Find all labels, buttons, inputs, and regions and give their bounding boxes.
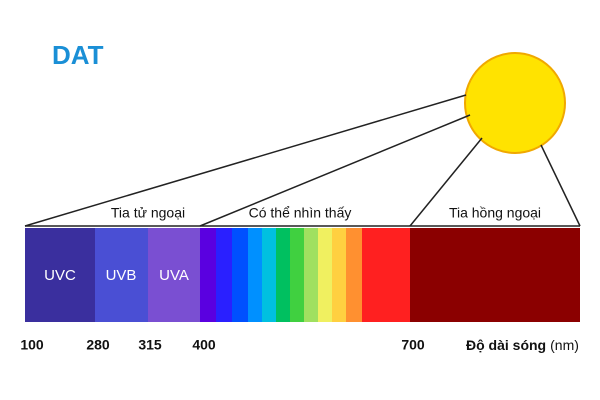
axis-label-unit: (nm): [550, 337, 579, 353]
region-label: Tia tử ngoại: [111, 205, 185, 221]
infrared-band: [410, 228, 580, 322]
uvc-band: [25, 228, 95, 322]
wavelength-label: 280: [86, 337, 110, 353]
axis-label-text: Độ dài sóng: [466, 337, 546, 353]
uvb-band: [95, 228, 148, 322]
wavelength-label: 400: [192, 337, 216, 353]
band-label: UVA: [159, 267, 189, 284]
region-label: Có thể nhìn thấy: [249, 205, 352, 221]
band-label: UVB: [106, 267, 137, 284]
axis-label: Độ dài sóng (nm): [466, 337, 579, 353]
sun: [464, 52, 566, 154]
visible-spectrum: [200, 228, 410, 322]
rays: [24, 94, 581, 227]
wavelength-label: 700: [401, 337, 425, 353]
wavelength-label: 100: [20, 337, 44, 353]
region-label: Tia hồng ngoại: [449, 205, 541, 221]
logo: DAT: [52, 40, 104, 70]
wavelength-label: 315: [138, 337, 162, 353]
band-label: UVC: [44, 267, 76, 284]
uva-band: [148, 228, 200, 322]
